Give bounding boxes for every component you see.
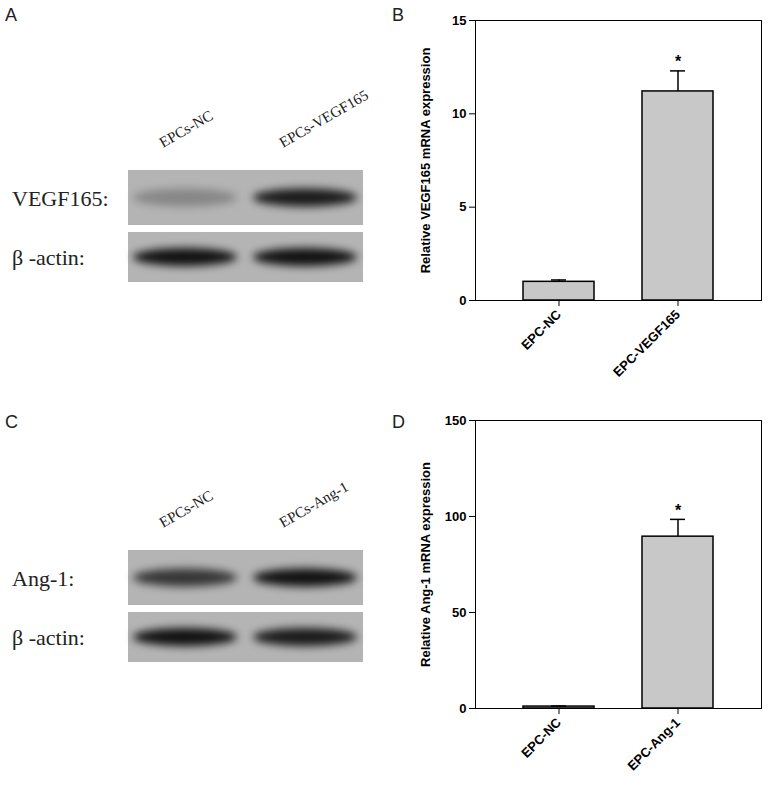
svg-text:VEGF165:: VEGF165: xyxy=(12,186,109,211)
html-text:A: A xyxy=(5,5,17,25)
svg-text:100: 100 xyxy=(445,509,467,524)
svg-text:10: 10 xyxy=(452,106,466,121)
svg-text:EPC-VEGF165: EPC-VEGF165 xyxy=(610,307,683,380)
svg-text:5: 5 xyxy=(459,199,466,214)
html-text:B: B xyxy=(392,5,404,25)
svg-text:0: 0 xyxy=(459,293,466,308)
svg-text:EPC-Ang-1: EPC-Ang-1 xyxy=(624,715,683,774)
svg-text:EPCs-VEGF165: EPCs-VEGF165 xyxy=(277,87,372,151)
svg-text:β -actin:: β -actin: xyxy=(12,245,85,270)
svg-text:150: 150 xyxy=(445,413,467,428)
svg-text:Relative Ang-1 mRNA expression: Relative Ang-1 mRNA expression xyxy=(418,462,433,667)
svg-text:EPCs-Ang-1: EPCs-Ang-1 xyxy=(277,478,351,530)
svg-text:EPC-NC: EPC-NC xyxy=(518,714,564,760)
svg-text:EPC-NC: EPC-NC xyxy=(518,306,564,352)
svg-text:0: 0 xyxy=(459,701,466,716)
svg-text:50: 50 xyxy=(452,605,466,620)
svg-text:EPCs-NC: EPCs-NC xyxy=(157,107,216,150)
svg-text:Relative VEGF165 mRNA expressi: Relative VEGF165 mRNA expression xyxy=(418,48,433,274)
svg-text:*: * xyxy=(675,502,682,519)
svg-text:Ang-1:: Ang-1: xyxy=(12,566,74,591)
svg-text:EPCs-NC: EPCs-NC xyxy=(157,487,216,530)
html-text:D: D xyxy=(392,412,405,432)
svg-text:*: * xyxy=(675,53,682,70)
svg-text:β -actin:: β -actin: xyxy=(12,625,85,650)
html-text:C: C xyxy=(5,412,18,432)
svg-text:15: 15 xyxy=(452,13,466,28)
